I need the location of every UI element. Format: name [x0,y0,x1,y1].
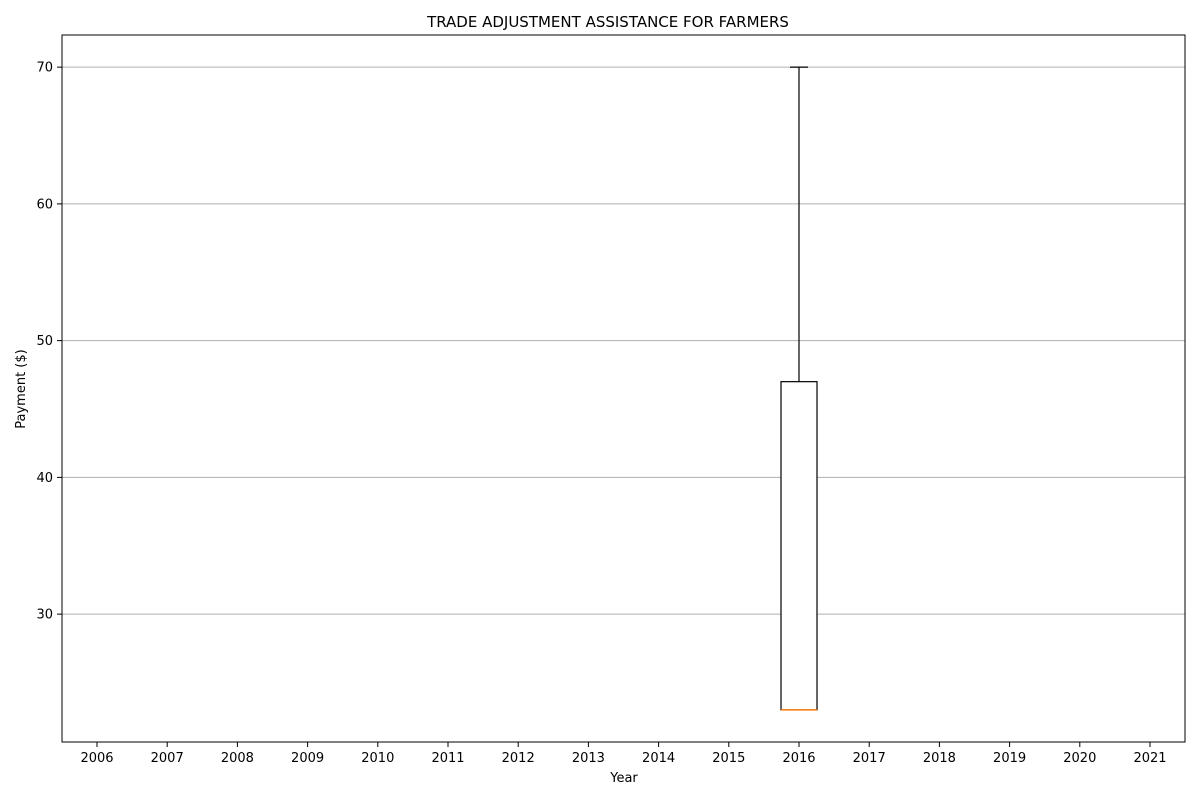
chart-title: TRADE ADJUSTMENT ASSISTANCE FOR FARMERS [426,13,789,31]
x-tick-label: 2012 [502,751,535,766]
x-tick-label: 2009 [291,751,324,766]
x-axis-label: Year [609,771,638,786]
y-tick-label: 50 [36,334,53,349]
x-tick-label: 2014 [642,751,675,766]
x-axis-ticks: 2006 2007 2008 2009 2010 2011 2012 2013 2014 2015… [80,742,1167,766]
x-tick-label: 2013 [572,751,605,766]
x-tick-label: 2016 [782,751,815,766]
y-tick-label: 40 [36,471,53,486]
x-tick-label: 2019 [993,751,1026,766]
x-tick-label: 2020 [1063,751,1096,766]
y-axis-label: Payment ($) [14,349,29,428]
y-tick-label: 60 [36,197,53,212]
x-tick-label: 2021 [1133,751,1166,766]
x-tick-label: 2018 [923,751,956,766]
box-body [780,381,818,711]
x-tick-label: 2015 [712,751,745,766]
y-axis-ticks: 30 40 50 60 70 [36,61,62,623]
plot-frame [61,34,1186,743]
x-tick-label: 2017 [853,751,886,766]
x-tick-label: 2006 [80,751,113,766]
grid-lines [62,66,1185,615]
y-tick-label: 30 [36,608,53,623]
box-plots [780,66,818,711]
x-tick-label: 2011 [431,751,464,766]
x-tick-label: 2008 [221,751,254,766]
y-tick-label: 70 [36,61,53,76]
x-tick-label: 2010 [361,751,394,766]
x-tick-label: 2007 [151,751,184,766]
box-2016 [780,66,818,711]
